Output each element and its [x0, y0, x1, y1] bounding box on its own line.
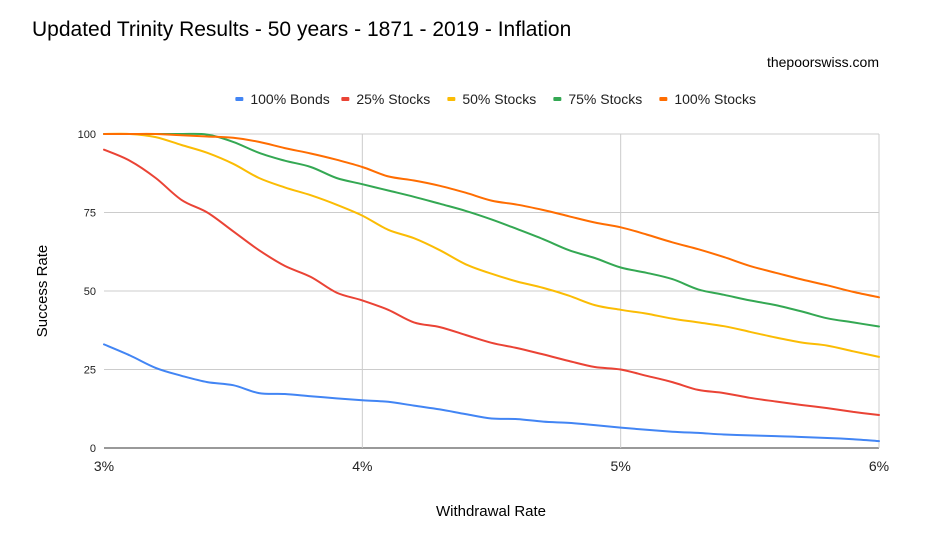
series-line-0	[103, 343, 880, 443]
y-axis-title: Success Rate	[34, 245, 51, 338]
chart-subtitle: thepoorswiss.com	[766, 54, 879, 70]
x-tick-label: 6%	[869, 458, 889, 474]
y-tick-label: 50	[84, 286, 96, 298]
legend-swatch-3	[553, 97, 562, 101]
grid-layer	[104, 133, 880, 449]
y-tick-label: 25	[84, 365, 96, 377]
series-line-4	[103, 132, 880, 299]
legend-swatch-0	[235, 97, 244, 101]
y-tick-label: 100	[78, 129, 96, 141]
chart-title: Updated Trinity Results - 50 years - 187…	[32, 18, 572, 41]
legend-swatch-4	[659, 97, 668, 101]
legend: 100% Bonds 25% Stocks 50% Stocks 75% Stocks…	[235, 91, 756, 107]
x-tick-label: 3%	[94, 458, 114, 474]
x-tick-label: 4%	[352, 458, 372, 474]
x-axis-title: Withdrawal Rate	[436, 503, 546, 520]
series-line-1	[103, 148, 880, 416]
legend-label-1: 25% Stocks	[356, 91, 430, 107]
y-tick-label: 0	[90, 443, 96, 455]
axis-layer: 0 25 50 75 100 3% 4% 5% 6%	[78, 129, 889, 474]
series-line-3	[103, 132, 880, 328]
series-layer	[103, 132, 880, 443]
x-tick-label: 5%	[611, 458, 631, 474]
legend-label-0: 100% Bonds	[250, 91, 329, 107]
legend-label-3: 75% Stocks	[568, 91, 642, 107]
legend-label-2: 50% Stocks	[462, 91, 536, 107]
legend-label-4: 100% Stocks	[674, 91, 756, 107]
y-tick-label: 75	[84, 208, 96, 220]
series-line-2	[103, 132, 880, 358]
legend-swatch-1	[341, 97, 350, 101]
legend-swatch-2	[447, 97, 456, 101]
